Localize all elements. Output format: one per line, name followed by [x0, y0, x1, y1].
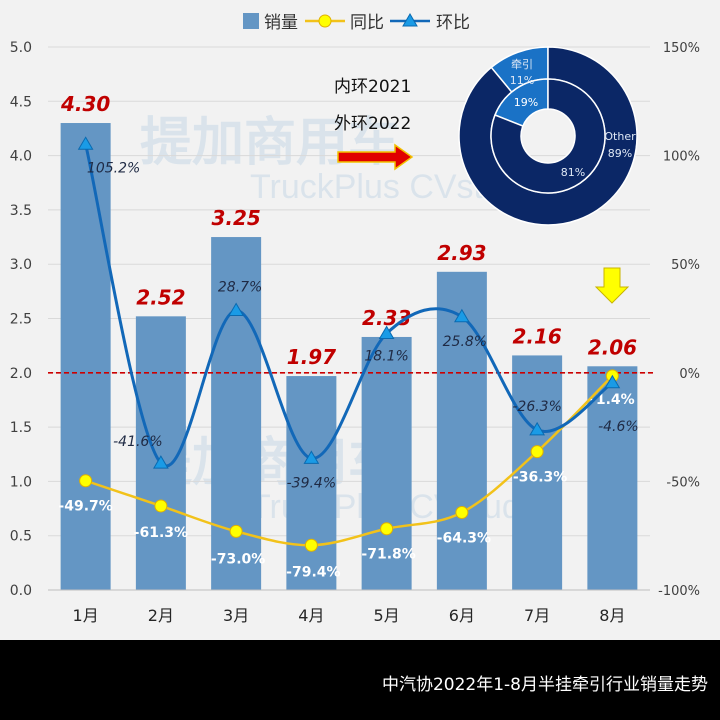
donut-label: 81%	[561, 166, 585, 179]
bar-value-label: 1.97	[287, 345, 336, 369]
x-axis-tick: 4月	[298, 606, 324, 625]
footer-bar: 中汽协2022年1-8月半挂牵引行业销量走势	[0, 640, 720, 720]
yoy-value-label: -79.4%	[286, 564, 340, 580]
donut-label: 89%	[608, 147, 632, 160]
bar-value-label: 2.93	[437, 241, 486, 265]
left-axis-tick: 0.5	[10, 529, 32, 545]
right-axis-tick: -50%	[666, 475, 700, 490]
legend-label: 销量	[264, 13, 298, 33]
right-axis-tick: 50%	[671, 258, 700, 273]
donut-label: Other	[604, 130, 636, 143]
yoy-value-label: -71.8%	[361, 547, 415, 563]
bar	[361, 336, 412, 590]
yoy-value-label: -73.0%	[211, 551, 265, 567]
bar-value-label: 3.25	[211, 206, 260, 230]
donut-label: 11%	[510, 74, 534, 87]
right-axis-tick: 100%	[663, 150, 700, 165]
chart: 0.0 0.5 1.0 1.5 2.0 2.5 3.0 3.5 4.0 4.5 5.0 -100% -5…	[10, 13, 700, 625]
x-axis-tick: 1月	[73, 606, 99, 625]
mom-marker	[228, 302, 244, 316]
mom-marker	[604, 374, 621, 389]
yoy-marker	[304, 538, 318, 552]
x-axis-tick: 3月	[223, 606, 249, 625]
bar	[512, 355, 563, 590]
left-axis-tick: 0.0	[10, 583, 32, 599]
left-axis-tick: 2.0	[10, 366, 32, 382]
bar-value-label: 2.16	[512, 324, 561, 348]
mom-marker	[378, 325, 395, 339]
mom-value-label: -4.6%	[598, 419, 639, 435]
mom-value-label: 25.8%	[443, 334, 487, 350]
legend-bar-swatch	[243, 13, 259, 29]
bar	[587, 366, 638, 590]
bar	[286, 376, 337, 590]
yoy-marker	[380, 522, 394, 536]
bar-value-label: 2.52	[136, 285, 185, 309]
chart-title: 中汽协2022年1-8月半挂牵引行业销量走势	[381, 675, 708, 695]
mom-marker	[454, 308, 470, 323]
annotation-outer-ring: 外环2022	[334, 114, 411, 134]
donut-label: 19%	[514, 96, 538, 109]
left-axis-tick: 3.5	[10, 203, 32, 219]
left-axis-tick: 4.5	[10, 94, 32, 110]
donut-inner-slice	[490, 78, 606, 194]
bar-value-label: 2.06	[588, 335, 637, 359]
yoy-marker	[530, 445, 544, 459]
yoy-value-label: -61.3%	[134, 525, 188, 541]
x-axis-tick: 2月	[148, 606, 174, 625]
left-axis-tick: 1.0	[10, 474, 32, 490]
legend-label: 同比	[350, 13, 384, 33]
right-axis-tick: 0%	[679, 367, 700, 382]
yellow-down-arrow-icon	[594, 267, 630, 304]
bar	[60, 123, 111, 591]
yoy-marker	[455, 505, 469, 519]
left-axis-tick: 1.5	[10, 420, 32, 436]
yoy-marker	[154, 499, 168, 513]
mom-value-label: -26.3%	[512, 399, 562, 415]
annotation-inner-ring: 内环2021	[334, 77, 411, 97]
right-axis-tick: -100%	[658, 584, 700, 599]
yoy-value-label: -49.7%	[58, 499, 112, 515]
yoy-value-label: -1.4%	[590, 392, 635, 408]
mom-marker	[153, 455, 169, 469]
red-arrow-icon	[337, 143, 414, 171]
mom-value-label: 18.1%	[364, 348, 408, 364]
legend-yoy-marker	[318, 14, 332, 28]
x-axis-tick: 7月	[524, 606, 550, 625]
left-axis-tick: 4.0	[10, 149, 32, 165]
yoy-marker	[79, 474, 93, 488]
mom-marker	[303, 450, 320, 464]
mom-value-label: 28.7%	[218, 279, 262, 295]
legend-label: 环比	[436, 13, 470, 33]
mom-marker	[529, 421, 545, 436]
mom-value-label: -41.6%	[113, 434, 163, 450]
donut-label: 牵引	[511, 57, 533, 71]
left-axis-tick: 5.0	[10, 40, 32, 56]
left-axis-tick: 3.0	[10, 257, 32, 273]
mom-marker	[77, 136, 94, 150]
x-axis-tick: 5月	[374, 606, 400, 625]
x-axis-tick: 6月	[449, 606, 475, 625]
yoy-marker	[229, 524, 243, 538]
mom-value-label: 105.2%	[87, 160, 140, 176]
right-axis-tick: 150%	[663, 41, 700, 56]
yoy-value-label: -36.3%	[513, 470, 567, 486]
bar	[436, 271, 487, 590]
yoy-value-label: -64.3%	[437, 530, 491, 546]
x-axis-tick: 8月	[599, 606, 625, 625]
mom-value-label: -39.4%	[287, 475, 337, 491]
bar-value-label: 4.30	[60, 92, 110, 116]
left-axis-tick: 2.5	[10, 312, 32, 328]
legend-mom-marker	[402, 13, 418, 27]
